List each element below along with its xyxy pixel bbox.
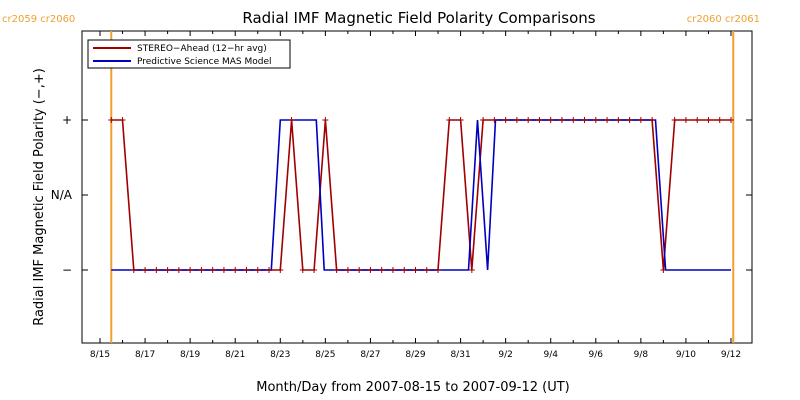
data-point	[480, 117, 487, 123]
x-tick-label-12: 9/8	[634, 350, 649, 360]
data-point	[705, 117, 712, 123]
data-point	[570, 117, 577, 123]
data-point	[547, 117, 554, 123]
y-tick-label-2: −	[62, 263, 72, 277]
data-point	[130, 267, 137, 273]
x-tick-label-5: 8/25	[315, 350, 335, 360]
y-tick-label-0: +	[62, 113, 72, 127]
x-tick-label-2: 8/19	[180, 350, 200, 360]
data-point	[513, 117, 520, 123]
plot-area	[81, 30, 753, 344]
data-point	[525, 117, 532, 123]
data-point	[682, 117, 689, 123]
data-point	[491, 117, 498, 123]
data-point	[187, 267, 194, 273]
x-tick-label-10: 9/4	[543, 350, 558, 360]
x-tick-label-9: 9/2	[498, 350, 512, 360]
data-point	[356, 267, 363, 273]
data-point	[153, 267, 160, 273]
data-point	[367, 267, 374, 273]
x-tick-label-13: 9/10	[676, 350, 696, 360]
x-tick-label-6: 8/27	[360, 350, 380, 360]
data-point	[468, 267, 475, 273]
data-point	[435, 267, 442, 273]
data-point	[266, 267, 273, 273]
data-point	[254, 267, 261, 273]
data-point	[581, 117, 588, 123]
data-point	[198, 267, 205, 273]
data-point	[164, 267, 171, 273]
data-point	[536, 117, 543, 123]
data-point	[412, 267, 419, 273]
x-tick-label-8: 8/31	[450, 350, 470, 360]
data-point	[423, 267, 430, 273]
legend-box	[87, 39, 291, 69]
data-point	[649, 117, 656, 123]
data-point	[592, 117, 599, 123]
data-point	[389, 267, 396, 273]
data-point	[220, 267, 227, 273]
data-point	[333, 267, 340, 273]
plot-frame	[81, 30, 753, 344]
data-point	[728, 117, 734, 123]
data-point	[108, 117, 115, 123]
series-line-1	[111, 119, 731, 271]
carrington-label-0: cr2059 cr2060	[2, 14, 75, 25]
data-point	[119, 117, 126, 123]
legend-label-model: Predictive Science MAS Model	[137, 57, 272, 67]
legend: STEREO−Ahead (12−hr avg) Predictive Scie…	[87, 39, 291, 69]
data-point	[637, 117, 644, 123]
carrington-label-1: cr2060 cr2061	[687, 14, 760, 25]
data-point	[660, 267, 667, 273]
y-tick-label-1: N/A	[51, 188, 73, 202]
x-tick-label-7: 8/29	[405, 350, 425, 360]
series-line-0	[111, 119, 731, 271]
data-point	[209, 267, 216, 273]
data-point	[378, 267, 385, 273]
x-tick-label-14: 9/12	[721, 350, 741, 360]
data-point	[322, 117, 329, 123]
data-point	[142, 267, 149, 273]
data-point	[615, 117, 622, 123]
data-point	[716, 117, 723, 123]
data-point	[626, 117, 633, 123]
data-point	[232, 267, 239, 273]
data-point	[243, 267, 250, 273]
data-point	[502, 117, 509, 123]
data-point	[175, 267, 182, 273]
data-point	[277, 267, 284, 273]
data-point	[457, 117, 464, 123]
data-point	[288, 117, 295, 123]
data-point	[401, 267, 408, 273]
data-point	[446, 117, 453, 123]
x-tick-label-0: 8/15	[90, 350, 110, 360]
data-point	[558, 117, 565, 123]
data-point	[671, 117, 678, 123]
y-axis-label: Radial IMF Magnetic Field Polarity (−,+)	[32, 68, 47, 326]
x-tick-label-3: 8/21	[225, 350, 245, 360]
x-tick-label-4: 8/23	[270, 350, 290, 360]
x-tick-label-1: 8/17	[135, 350, 155, 360]
legend-label-stereo: STEREO−Ahead (12−hr avg)	[137, 44, 267, 54]
data-point	[311, 267, 318, 273]
data-point	[344, 267, 351, 273]
data-point	[299, 267, 306, 273]
chart-title: Radial IMF Magnetic Field Polarity Compa…	[242, 9, 595, 27]
x-tick-label-11: 9/6	[589, 350, 604, 360]
x-axis-label: Month/Day from 2007-08-15 to 2007-09-12 …	[256, 380, 569, 395]
data-point	[604, 117, 611, 123]
data-point	[694, 117, 701, 123]
